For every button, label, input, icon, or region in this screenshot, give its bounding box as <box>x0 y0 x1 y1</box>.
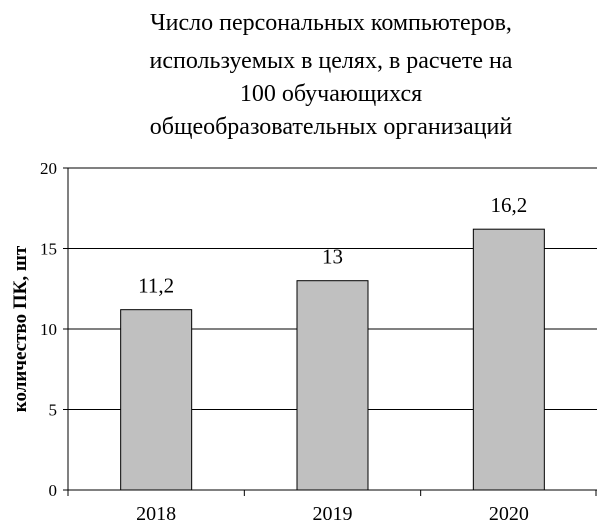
chart-title-line-4: общеобразовательных организаций <box>150 114 513 140</box>
chart-title-line-1: Число персональных компьютеров, <box>150 10 512 36</box>
chart-title: Число персональных компьютеров, используе… <box>150 10 513 140</box>
axes <box>63 167 597 496</box>
x-tick-label-2019: 2019 <box>313 503 353 524</box>
bar-2018 <box>120 309 193 491</box>
y-tick-label-5: 5 <box>49 401 58 420</box>
data-label-2020: 16,2 <box>490 193 527 217</box>
y-tick-label-15: 15 <box>40 240 57 259</box>
bar-2019 <box>296 280 369 491</box>
chart-title-line-2: используемых в целях, в расчете на <box>150 48 513 74</box>
data-label-2019: 13 <box>322 245 343 269</box>
labels: 0 5 10 15 20 2018 2019 2020 11,2 13 16,2 количество… <box>10 159 529 524</box>
data-label-2018: 11,2 <box>138 274 174 298</box>
x-tick-label-2018: 2018 <box>136 503 176 524</box>
y-tick-label-0: 0 <box>49 481 58 500</box>
bar-2020 <box>472 228 545 491</box>
y-tick-label-20: 20 <box>40 159 57 178</box>
chart-title-line-3: 100 обучающихся <box>240 81 422 107</box>
x-tick-label-2020: 2020 <box>489 503 529 524</box>
y-axis-label: количество ПК, шт <box>10 245 31 412</box>
y-tick-label-10: 10 <box>40 320 57 339</box>
